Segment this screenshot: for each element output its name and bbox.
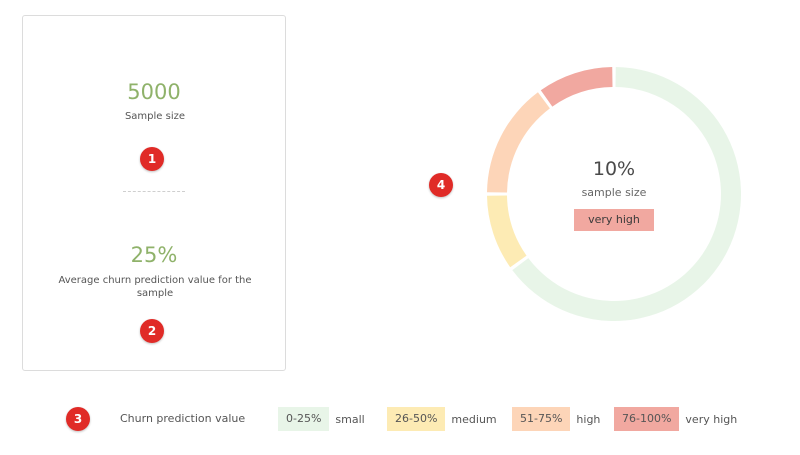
legend-label: high (576, 412, 601, 426)
legend-label: medium (451, 412, 497, 426)
stats-divider (123, 191, 185, 192)
legend-item-high: 51-75% high (512, 406, 600, 432)
sample-size-label: Sample size (124, 111, 186, 122)
legend-swatch: 26-50% (387, 407, 446, 431)
legend: 3 Churn prediction value 0-25% small 26-… (0, 406, 800, 432)
donut-category-badge: very high (574, 209, 654, 231)
avg-churn-value: 25% (130, 243, 178, 267)
donut-slice-76-100pct (540, 67, 613, 107)
marker-badge-1: 1 (140, 147, 164, 171)
legend-item-small: 0-25% small (278, 406, 365, 432)
legend-swatch: 51-75% (512, 407, 571, 431)
donut-chart-svg (487, 67, 741, 321)
legend-swatch: 0-25% (278, 407, 330, 431)
legend-item-very-high: 76-100% very high (614, 406, 737, 432)
sample-size-value: 5000 (127, 80, 181, 104)
donut-slice-26-50pct (487, 195, 527, 268)
donut-center-label: sample size (581, 186, 647, 199)
donut-chart: 10% sample size very high (480, 60, 748, 328)
legend-swatch: 76-100% (614, 407, 680, 431)
donut-slice-51-75pct (487, 92, 550, 193)
legend-label: small (335, 412, 365, 426)
marker-badge-2: 2 (140, 319, 164, 343)
marker-badge-4: 4 (429, 173, 453, 197)
avg-churn-label: Average churn prediction value for the s… (58, 275, 252, 299)
legend-item-medium: 26-50% medium (387, 406, 497, 432)
legend-label: very high (685, 412, 738, 426)
marker-badge-3: 3 (66, 407, 90, 431)
legend-title: Churn prediction value (120, 412, 246, 425)
stats-card: 5000 Sample size 1 25% Average churn pre… (22, 15, 286, 371)
donut-center: 10% sample size very high (480, 60, 748, 328)
donut-center-value: 10% (592, 158, 636, 180)
